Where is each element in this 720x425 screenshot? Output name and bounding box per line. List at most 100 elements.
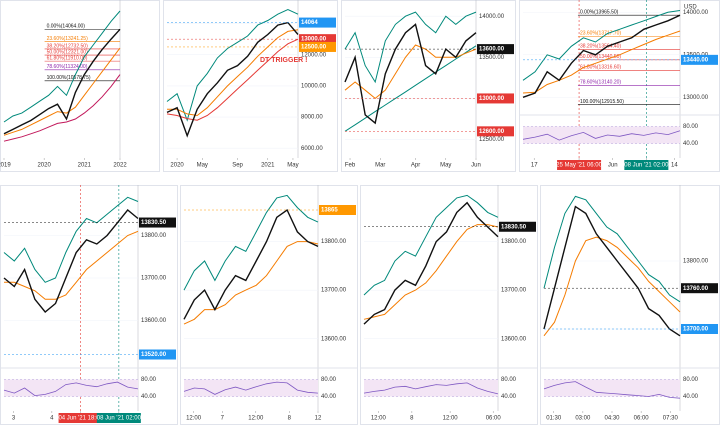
price-line: [344, 11, 477, 84]
x-tick-label: 2021: [261, 163, 275, 169]
fib-label: 0.00%(14064.00): [47, 24, 86, 30]
fib-label: 78.60%(13140.20): [580, 80, 621, 86]
panel: [0, 0, 160, 172]
rsi-line: [183, 381, 319, 395]
date-box: [58, 413, 103, 423]
price-tag: [681, 283, 718, 294]
price-tag: [681, 324, 718, 334]
price-line: [363, 201, 499, 325]
price-tag: [499, 221, 536, 232]
x-tick-label: 7: [221, 416, 225, 422]
price-tag-label: 13520.00: [141, 352, 167, 358]
price-tag: [139, 349, 176, 360]
price-line: [522, 10, 681, 81]
x-tick-label: 4: [50, 416, 54, 422]
price-line: [166, 38, 299, 121]
y-tick-label: 13700.00: [501, 288, 527, 294]
annotation: DT TRIGGER !: [260, 57, 307, 64]
fib-label: 50.00%(13440.50): [580, 54, 621, 60]
rsi-tick-label: 80.00: [501, 377, 517, 383]
price-tag-label: 13440.00: [683, 57, 709, 63]
price-line: [344, 45, 477, 132]
rsi-tick-label: 80.00: [683, 124, 699, 130]
price-tag-label: 13830.50: [501, 224, 527, 230]
price-line: [166, 9, 299, 122]
x-tick-label: 12:00: [443, 416, 459, 422]
price-tag-label: 13830.50: [141, 220, 167, 226]
y-tick-label: 13800.00: [501, 239, 527, 245]
y-tick-label: 13600.00: [141, 318, 167, 324]
fib-label: 78.60%(11324.00): [47, 64, 88, 70]
x-tick-label: 2020: [37, 163, 51, 169]
price-line: [3, 196, 139, 283]
rsi-tick-label: 40.00: [141, 394, 157, 400]
price-tag-label: 13865: [321, 208, 338, 214]
x-tick-label: 17: [531, 163, 538, 169]
panel: [341, 0, 516, 172]
x-tick-label: 06:00: [486, 416, 502, 422]
price-tag: [299, 17, 336, 28]
x-tick-label: 12:00: [371, 416, 387, 422]
price-tag: [477, 126, 514, 137]
price-line: [363, 224, 499, 320]
price-line: [543, 205, 681, 337]
fib-label: 38.20%(12732.50): [47, 43, 88, 49]
y-tick-label: 10000.00: [301, 83, 327, 89]
price-line: [183, 241, 319, 325]
panel: [163, 0, 338, 172]
x-tick-label: 08 Jun '21 02:00: [97, 416, 142, 422]
y-tick-label: 13800.00: [683, 259, 709, 265]
price-line: [363, 194, 499, 296]
y-tick-label: 13000.00: [683, 95, 709, 101]
y-tick-label: 13800.00: [141, 233, 167, 239]
y-tick-label: 14000.00: [479, 14, 505, 20]
x-tick-label: 08 Jun '21 02:00: [624, 163, 669, 169]
x-tick-label: 2020: [170, 163, 184, 169]
price-tag-label: 13700.00: [683, 327, 709, 333]
x-tick-label: May: [440, 163, 451, 169]
rsi-line: [3, 381, 139, 397]
price-tag-label: 13000.00: [479, 96, 505, 102]
x-tick-label: 2021: [78, 163, 92, 169]
fib-label: 61.80%(13316.60): [580, 65, 621, 71]
x-tick-label: 2022: [113, 163, 127, 169]
rsi-line: [363, 382, 499, 395]
y-tick-label: 6000.00: [301, 146, 323, 152]
price-line: [522, 30, 681, 94]
y-tick-label: 13600.00: [321, 336, 347, 342]
price-tag: [319, 205, 356, 215]
x-tick-label: 8: [288, 416, 292, 422]
price-line: [3, 74, 121, 142]
fib-label: 61.80%(11910.00): [47, 55, 88, 61]
y-tick-label: 13500.00: [479, 55, 505, 61]
price-line: [522, 14, 681, 98]
fib-label: 100.00%(10578.75): [47, 75, 91, 81]
price-line: [543, 195, 681, 303]
x-tick-label: 12:00: [186, 416, 202, 422]
x-tick-label: 14: [671, 163, 678, 169]
y-tick-label: 12500.00: [479, 137, 505, 143]
price-line: [166, 21, 299, 138]
price-tag-label: 12600.00: [479, 129, 505, 135]
price-tag-label: 12500.00: [301, 45, 327, 51]
y-tick-label: 13600.00: [501, 336, 527, 342]
date-box: [96, 413, 141, 423]
price-line: [344, 44, 477, 100]
fib-label: 23.60%(13241.25): [47, 36, 88, 42]
fib-label: 38.20%(13564.40): [580, 44, 621, 50]
rsi-line: [522, 130, 681, 141]
rsi-tick-label: 40.00: [683, 141, 699, 147]
x-tick-label: 25 May '21 06:00: [556, 163, 603, 169]
y-tick-label: 12000.00: [301, 52, 327, 58]
price-tag-label: 13600.00: [479, 47, 505, 53]
rsi-band: [4, 379, 138, 397]
x-tick-label: Mar: [375, 163, 385, 169]
price-line: [183, 208, 319, 320]
rsi-tick-label: 80.00: [683, 377, 699, 383]
y-tick-label: 13700.00: [141, 276, 167, 282]
rsi-tick-label: 80.00: [141, 377, 157, 383]
x-tick-label: 12: [315, 416, 322, 422]
price-tag: [477, 44, 514, 55]
x-tick-label: 8: [410, 416, 414, 422]
x-tick-label: 07:30: [663, 416, 679, 422]
